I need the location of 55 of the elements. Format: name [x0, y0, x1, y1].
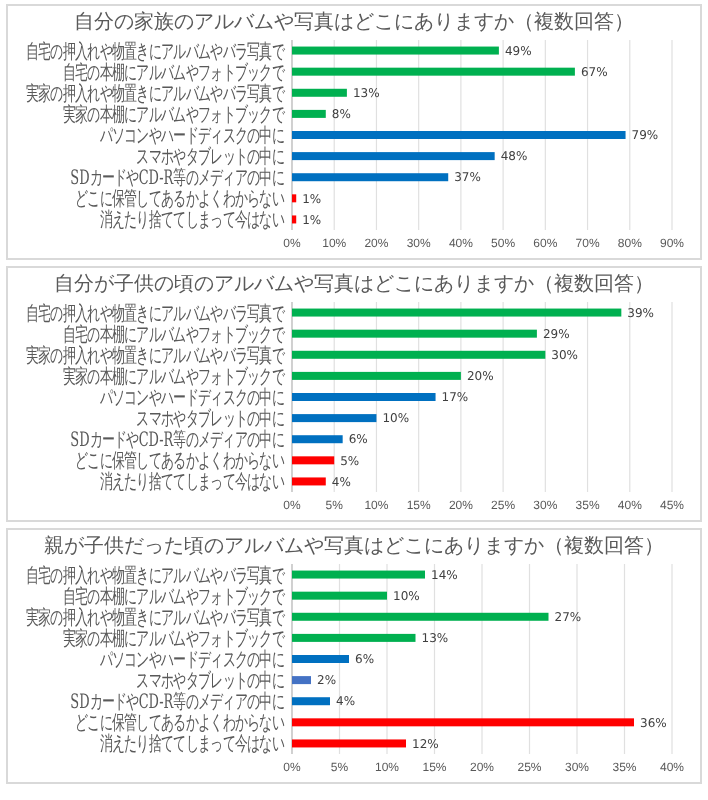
y-tick-label: 実家の本棚にアルバムやフォトブックで — [62, 363, 286, 388]
bar — [292, 676, 311, 685]
bar — [292, 591, 387, 600]
y-tick-label: 実家の押入れや物置きにアルバムやバラ写真で — [25, 342, 286, 367]
bar — [292, 152, 495, 161]
bar — [292, 456, 335, 465]
bar — [292, 655, 349, 663]
bar — [292, 67, 575, 76]
bar — [292, 308, 622, 317]
y-tick-label: どこに保管してあるかよくわからない — [74, 186, 284, 211]
y-tick-label: SDカードやCD-R等のメディアの中に — [70, 427, 284, 451]
y-tick-label: パソコンやハードディスクの中に — [97, 385, 284, 409]
y-tick-label: どこに保管してあるかよくわからない — [74, 448, 284, 473]
bar — [292, 350, 546, 359]
bar — [292, 718, 634, 727]
y-tick-label: スマホやタブレットの中に — [136, 144, 284, 168]
y-tick-label: 消えたり捨ててしまって今はない — [99, 207, 284, 232]
y-tick-label: 自宅の押入れや物置きにアルバムやバラ写真で — [25, 300, 286, 325]
y-tick-label: 自宅の押入れや物置きにアルバムやバラ写真で — [25, 38, 286, 63]
y-tick-label: スマホやタブレットの中に — [136, 406, 284, 430]
chart-title: 親が子供だった頃のアルバムや写真はどこにありますか（複数回答） — [44, 534, 664, 558]
bar — [292, 612, 549, 621]
y-tick-label: パソコンやハードディスクの中に — [97, 647, 284, 671]
y-tick-label: パソコンやハードディスクの中に — [97, 123, 284, 147]
chart-title: 自分が子供の頃のアルバムや写真はどこにありますか（複数回答） — [54, 272, 654, 296]
y-tick-label: SDカードやCD-R等のメディアの中に — [70, 689, 284, 713]
y-tick-label: スマホやタブレットの中に — [136, 668, 284, 692]
y-tick-label: 実家の押入れや物置きにアルバムやバラ写真で — [25, 80, 286, 105]
bar — [292, 393, 436, 401]
y-tick-label: 自宅の本棚にアルバムやフォトブックで — [62, 583, 286, 608]
y-tick-label: 消えたり捨ててしまって今はない — [99, 731, 284, 756]
y-tick-label: 自宅の押入れや物置きにアルバムやバラ写真で — [25, 562, 286, 587]
bar — [292, 435, 343, 444]
bar — [292, 88, 347, 97]
bar — [292, 633, 416, 642]
bar — [292, 477, 326, 486]
bar — [292, 414, 377, 423]
bar — [292, 109, 326, 118]
y-tick-label: 実家の本棚にアルバムやフォトブックで — [62, 625, 286, 650]
y-tick-label: 自宅の本棚にアルバムやフォトブックで — [62, 59, 286, 84]
y-tick-label: 自宅の本棚にアルバムやフォトブックで — [62, 321, 286, 346]
y-tick-label: 消えたり捨ててしまって今はない — [99, 469, 284, 494]
chart-title: 自分の家族のアルバムや写真はどこにありますか（複数回答） — [74, 10, 634, 34]
bar — [292, 570, 425, 579]
y-tick-label: SDカードやCD-R等のメディアの中に — [70, 165, 284, 189]
y-tick-label: どこに保管してあるかよくわからない — [74, 710, 284, 735]
y-tick-label: 実家の押入れや物置きにアルバムやバラ写真で — [25, 604, 286, 629]
bar — [292, 173, 449, 182]
bar — [292, 131, 626, 139]
bar — [292, 739, 406, 748]
y-tick-label: 実家の本棚にアルバムやフォトブックで — [62, 101, 286, 126]
bar — [292, 371, 461, 380]
bar — [292, 46, 499, 55]
bar — [292, 329, 537, 338]
bar — [292, 697, 330, 706]
